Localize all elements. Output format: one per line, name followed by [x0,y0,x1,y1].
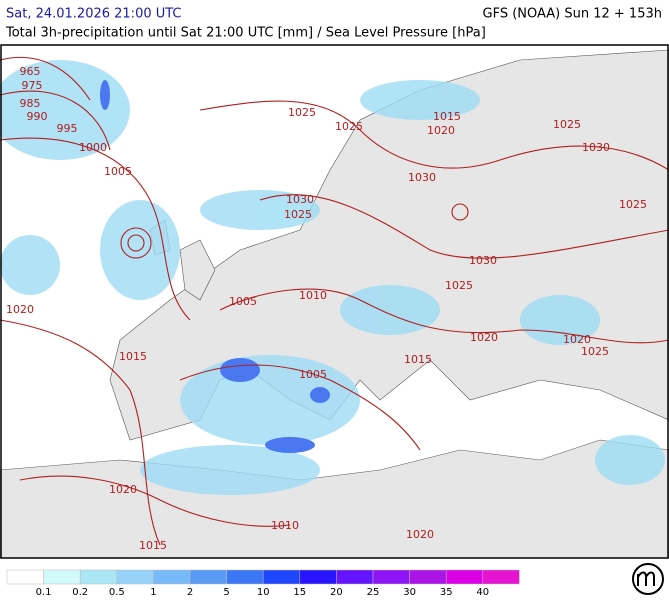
color-swatch [153,569,191,585]
colorbar-label: 15 [293,587,306,598]
subtitle: Total 3h-precipitation until Sat 21:00 U… [5,26,486,41]
isobar-label: 1020 [427,124,455,137]
colorbar-label: 35 [440,587,453,598]
colorbar-label: 10 [257,587,270,598]
isobar-label: 1030 [286,193,314,206]
datetime: Sat, 24.01.2026 21:00 UTC [6,7,182,22]
map-frame [0,44,669,559]
precipitation-heavy [100,80,330,453]
colorbar-label: 1 [150,587,156,598]
color-swatch [6,569,44,585]
isobar-label: 1020 [109,483,137,496]
isobar-label: 995 [57,122,78,135]
color-swatch [299,569,337,585]
color-swatch [189,569,227,585]
isobar-label: 1015 [433,110,461,123]
colorbar-label: 0.2 [72,587,88,598]
logo [632,563,664,595]
color-swatch [79,569,118,585]
isobar-label: 1020 [406,528,434,541]
colorbar-label: 40 [476,587,489,598]
isobar-label: 1020 [470,331,498,344]
isobar-label: 1030 [408,171,436,184]
isobar-label: 1015 [404,353,432,366]
isobar-label: 1005 [229,295,257,308]
model-run: GFS (NOAA) Sun 12 + 153h [483,7,662,22]
isobar-label: 1020 [6,303,34,316]
isobar-label: 990 [27,110,48,123]
color-swatch [482,569,520,585]
isobar-label: 965 [20,65,41,78]
isobar-label: 1025 [445,279,473,292]
color-swatch [262,569,301,585]
colorbar-label: 0.5 [109,587,125,598]
color-swatch [43,569,81,585]
colorbar-label: 20 [330,587,343,598]
isobar-label: 1030 [582,141,610,154]
colorbar: 0.1 0.2 0.5 1 2 5 10 15 20 25 30 35 40 [6,569,520,598]
isobar-label: 1025 [619,198,647,211]
isobar-label: 1025 [335,120,363,133]
colorbar-label: 2 [187,587,193,598]
isobar-label: 1025 [284,208,312,221]
color-swatch [445,569,484,585]
isobar-label: 1010 [271,519,299,532]
land [109,49,669,441]
colorbar-label: 25 [367,587,380,598]
colorbar-label: 0.1 [36,587,52,598]
isobar-label: 1000 [79,141,107,154]
isobar-label: 1025 [581,345,609,358]
color-swatch [116,569,154,585]
isobars [0,56,669,546]
isobar-label: 1025 [553,118,581,131]
color-swatch [226,569,264,585]
isobar-label: 1015 [139,539,167,552]
isobar-label: 1005 [299,368,327,381]
isobar-label: 975 [22,79,43,92]
isobar-label: 1015 [119,350,147,363]
colorbar-label: 30 [403,587,416,598]
isobar-label: 1010 [299,289,327,302]
isobar-label: 1025 [288,106,316,119]
isobar-label: 1005 [104,165,132,178]
isobar-label: 1020 [563,333,591,346]
color-swatch [409,569,447,585]
colorbar-label: 5 [223,587,229,598]
color-swatch [336,569,374,585]
color-swatch [372,569,410,585]
isobar-label: 1030 [469,254,497,267]
isobar-label: 985 [20,97,41,110]
